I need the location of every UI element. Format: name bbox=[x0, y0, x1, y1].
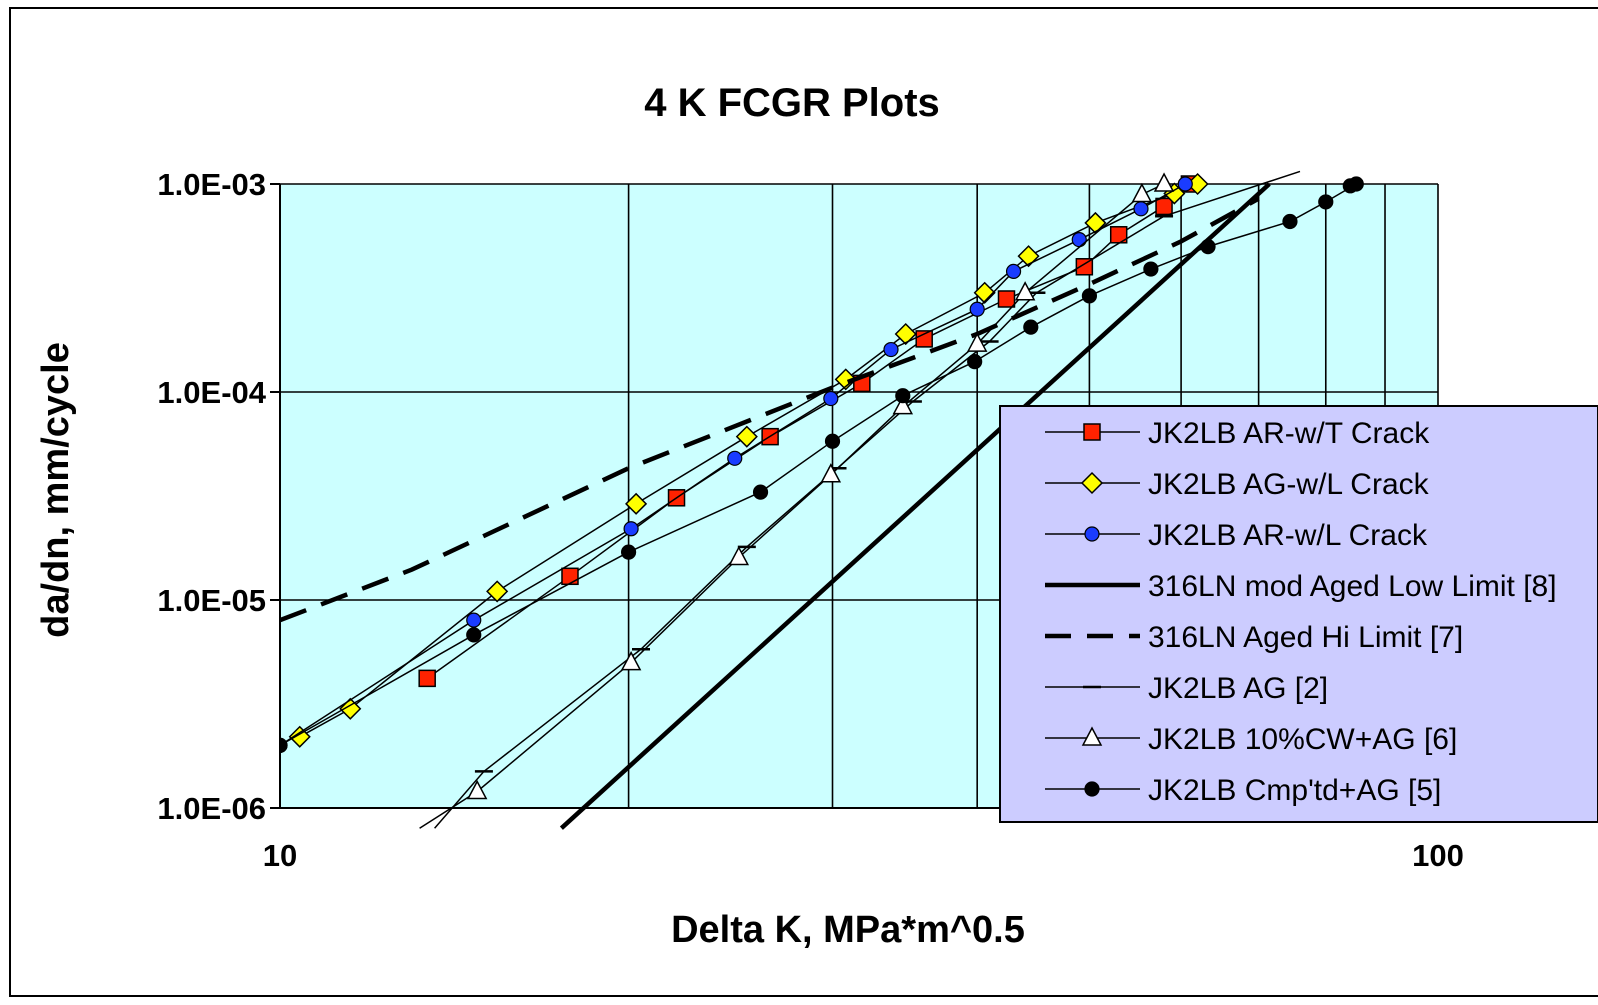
y-tick-label: 1.0E-03 bbox=[157, 167, 266, 202]
legend-swatch-marker bbox=[1084, 526, 1100, 542]
data-point bbox=[1005, 263, 1022, 280]
legend-swatch-marker bbox=[1084, 781, 1100, 797]
legend-box bbox=[999, 405, 1598, 823]
series-5 bbox=[434, 170, 1301, 829]
data-point bbox=[834, 368, 857, 391]
chart-frame bbox=[9, 7, 1598, 997]
data-point bbox=[735, 425, 758, 448]
series-line bbox=[434, 170, 1301, 829]
data-point bbox=[466, 779, 488, 800]
data-point bbox=[966, 332, 988, 352]
legend: JK2LB AR-w/T Crack JK2LB AG-w/L Crack JK2L… bbox=[999, 405, 1598, 823]
data-point bbox=[620, 544, 637, 560]
data-point bbox=[466, 612, 482, 628]
data-point bbox=[1081, 288, 1098, 304]
data-point bbox=[1071, 232, 1087, 248]
series-line bbox=[299, 183, 1198, 738]
data-point bbox=[752, 484, 769, 500]
legend-label: 316LN Aged Hi Limit [7] bbox=[1148, 621, 1463, 654]
legend-entry: JK2LB Cmp'td+AG [5] bbox=[1045, 774, 1441, 807]
x-tick-label: 100 bbox=[1412, 838, 1464, 873]
legend-entry: JK2LB AR-w/L Crack bbox=[1045, 519, 1428, 552]
data-point bbox=[1131, 182, 1153, 203]
data-point bbox=[824, 433, 841, 449]
data-point bbox=[1133, 201, 1149, 217]
data-point bbox=[823, 390, 839, 407]
x-axis-title: Delta K, MPa*m^0.5 bbox=[671, 909, 1025, 951]
data-point bbox=[915, 330, 933, 348]
data-point bbox=[1143, 261, 1159, 277]
y-tick-label: 1.0E-05 bbox=[157, 583, 266, 618]
series-group bbox=[280, 170, 1364, 830]
legend-label: JK2LB AG-w/L Crack bbox=[1148, 468, 1430, 501]
data-point bbox=[623, 521, 639, 537]
legend-label: JK2LB AG [2] bbox=[1148, 672, 1328, 705]
series-0 bbox=[418, 175, 1199, 688]
chart-title: 4 K FCGR Plots bbox=[644, 81, 940, 125]
data-point bbox=[727, 450, 743, 466]
data-point bbox=[967, 354, 983, 370]
legend-entry: JK2LB 10%CW+AG [6] bbox=[1045, 723, 1457, 756]
y-tick-labels: 1.0E-06 1.0E-05 1.0E-04 1.0E-03 bbox=[157, 167, 280, 826]
series-7 bbox=[280, 176, 1364, 753]
y-axis-title: da/dn, mm/cycle bbox=[35, 342, 77, 638]
data-point bbox=[561, 567, 579, 586]
legend-entry: JK2LB AG [2] bbox=[1045, 672, 1328, 705]
data-point bbox=[466, 627, 482, 643]
legend-label: JK2LB 10%CW+AG [6] bbox=[1148, 723, 1457, 756]
data-point bbox=[892, 395, 914, 415]
legend-label: JK2LB AR-w/L Crack bbox=[1148, 519, 1428, 552]
data-point bbox=[894, 322, 917, 346]
series-6 bbox=[419, 172, 1175, 829]
data-point bbox=[418, 669, 436, 688]
legend-entry: 316LN mod Aged Low Limit [8] bbox=[1045, 570, 1557, 603]
data-point bbox=[997, 290, 1016, 308]
x-tick-labels: 10 100 bbox=[263, 838, 1464, 873]
legend-swatch-marker bbox=[1081, 726, 1103, 746]
data-point bbox=[486, 580, 509, 603]
series-1 bbox=[288, 172, 1209, 748]
data-point bbox=[1282, 213, 1298, 230]
data-point bbox=[969, 301, 985, 317]
data-point bbox=[728, 545, 750, 566]
data-point bbox=[883, 341, 899, 358]
data-point bbox=[1023, 319, 1039, 335]
legend-label: JK2LB AR-w/T Crack bbox=[1148, 417, 1430, 450]
x-tick-label: 10 bbox=[263, 838, 297, 873]
data-point bbox=[1155, 197, 1173, 216]
data-point bbox=[625, 492, 648, 515]
data-point bbox=[620, 651, 642, 671]
data-point bbox=[1153, 172, 1175, 192]
y-tick-label: 1.0E-06 bbox=[157, 791, 266, 826]
data-point bbox=[895, 388, 911, 404]
y-tick-label: 1.0E-04 bbox=[157, 375, 266, 410]
data-point bbox=[973, 281, 996, 304]
series-3 bbox=[559, 182, 1271, 830]
data-point bbox=[1342, 178, 1358, 194]
legend-entry: 316LN Aged Hi Limit [7] bbox=[1045, 621, 1463, 654]
series-4 bbox=[280, 196, 1260, 623]
series-line bbox=[559, 182, 1271, 830]
legend-label: JK2LB Cmp'td+AG [5] bbox=[1148, 774, 1441, 807]
data-point bbox=[1177, 176, 1193, 192]
data-point bbox=[1075, 258, 1094, 276]
series-line bbox=[419, 183, 1165, 829]
legend-swatch-marker bbox=[1083, 423, 1101, 441]
legend-entry: JK2LB AG-w/L Crack bbox=[1045, 468, 1430, 501]
data-point bbox=[1318, 194, 1334, 210]
series-line bbox=[280, 196, 1260, 623]
data-point bbox=[820, 463, 842, 483]
data-point bbox=[1200, 239, 1216, 255]
data-point bbox=[280, 737, 288, 753]
legend-label: 316LN mod Aged Low Limit [8] bbox=[1148, 570, 1557, 603]
legend-entry: JK2LB AR-w/T Crack bbox=[1045, 417, 1430, 450]
data-point bbox=[1014, 281, 1036, 301]
legend-swatch-marker bbox=[1080, 471, 1104, 495]
